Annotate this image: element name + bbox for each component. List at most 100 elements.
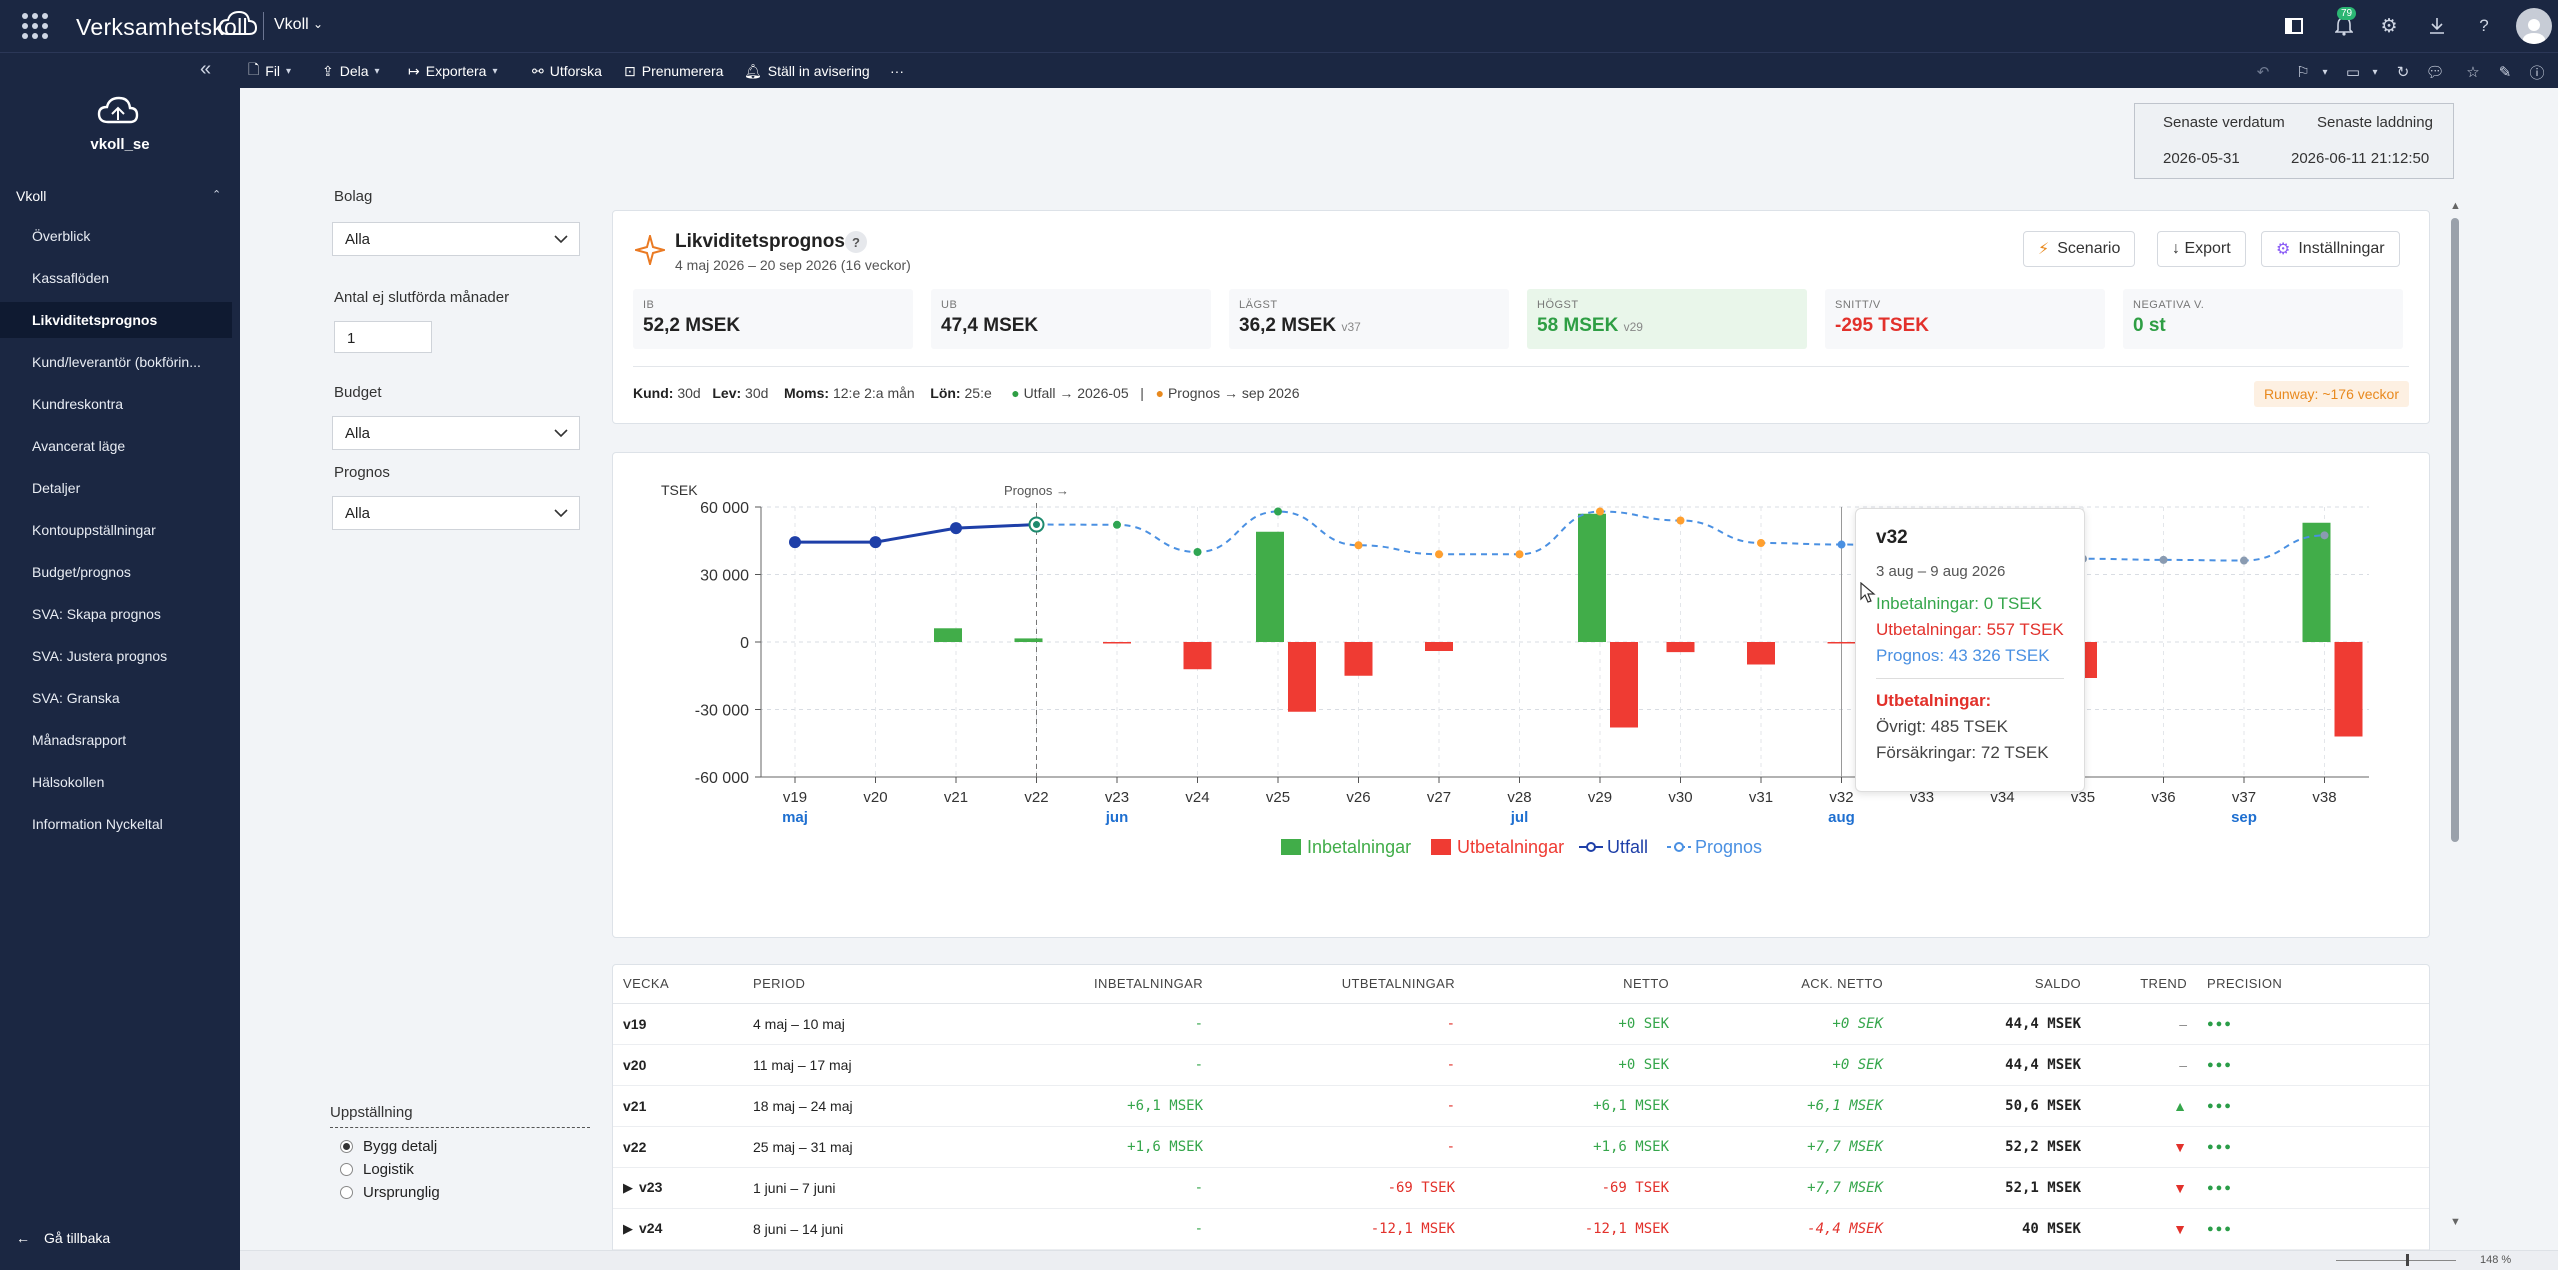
table-row[interactable]: ▶ v23 1 juni – 7 juni - -69 TSEK -69 TSEK +7,7… — [613, 1167, 2429, 1209]
sidebar-item-halsokollen[interactable]: Hälsokollen — [32, 774, 105, 790]
sidebar-item-budget-prognos[interactable]: Budget/prognos — [32, 564, 131, 580]
collapse-sidebar-icon[interactable]: « — [200, 58, 212, 80]
scrollbar[interactable]: ▲ ▼ — [2448, 200, 2462, 1230]
export-icon: ↦ — [408, 62, 420, 79]
col-period[interactable]: PERIOD — [743, 965, 973, 1004]
comment-icon[interactable]: 💬︎ — [2425, 64, 2445, 81]
table-row[interactable]: v21 18 maj – 24 maj +6,1 MSEK - +6,1 MSEK +6,… — [613, 1085, 2429, 1127]
chevron-down-icon: ▾ — [374, 65, 380, 77]
share-menu[interactable]: ⇪ Dela ▾ — [322, 62, 380, 80]
col-week[interactable]: VECKA — [613, 965, 743, 1004]
col-inflow[interactable]: INBETALNINGAR — [973, 965, 1213, 1004]
sidebar-item-sva-skapa[interactable]: SVA: Skapa prognos — [32, 606, 161, 622]
prognos-select[interactable]: Alla — [332, 496, 580, 530]
edit-icon[interactable]: ✎ — [2498, 64, 2512, 81]
zoom-slider[interactable] — [2336, 1253, 2456, 1267]
cell-inflow: - — [973, 1044, 1213, 1086]
info-icon[interactable]: ⓘ — [2529, 64, 2545, 82]
sidebar-item-information-nyckeltal[interactable]: Information Nyckeltal — [32, 816, 163, 832]
scroll-up-icon[interactable]: ▲ — [2450, 200, 2461, 212]
radio-bygg-detalj[interactable]: Bygg detalj — [340, 1138, 437, 1155]
help-icon[interactable]: ? — [845, 231, 867, 253]
download-icon[interactable] — [2423, 12, 2451, 40]
cell-period: 8 juni – 14 juni — [743, 1208, 973, 1250]
explore-button[interactable]: ⚯ Utforska — [532, 62, 602, 80]
export-menu[interactable]: ↦ Exportera ▾ — [408, 62, 498, 80]
file-menu[interactable]: 🗋 Fil ▾ — [248, 61, 291, 81]
cell-balance: 44,4 MSEK — [1893, 1044, 2091, 1086]
settings-button[interactable]: ⚙ Inställningar — [2261, 231, 2400, 267]
gear-icon[interactable]: ⚙ — [2380, 15, 2398, 37]
sidebar-item-manadsrapport[interactable]: Månadsrapport — [32, 732, 127, 748]
cell-outflow: -12,1 MSEK — [1213, 1208, 1465, 1250]
star-icon[interactable]: ☆ — [2466, 64, 2480, 81]
chevron-down-icon[interactable]: ⌄ — [313, 17, 324, 31]
undo-icon[interactable]: ↶ — [2256, 64, 2270, 81]
more-options-button[interactable]: ··· — [890, 63, 904, 79]
cell-net: +0 SEK — [1465, 1044, 1679, 1086]
table-row[interactable]: v20 11 maj – 17 maj - - +0 SEK +0 SEK 44,4 MSE… — [613, 1044, 2429, 1086]
chevron-down-icon[interactable]: ▾ — [2372, 66, 2378, 78]
view-icon[interactable]: ▭ — [2345, 64, 2361, 81]
col-outflow[interactable]: UTBETALNINGAR — [1213, 965, 1465, 1004]
col-precision[interactable]: PRECISION — [2197, 965, 2429, 1004]
subscribe-button[interactable]: ⊡ Prenumerera — [624, 62, 724, 80]
radio-logistik[interactable]: Logistik — [340, 1161, 414, 1178]
app-launcher-icon[interactable] — [22, 13, 48, 39]
legend-label: Inbetalningar — [1307, 837, 1411, 857]
scenario-button[interactable]: ⚡︎ Scenario — [2023, 231, 2136, 267]
sidebar-item-overblick[interactable]: Överblick — [32, 228, 91, 244]
sidebar-item-sva-justera[interactable]: SVA: Justera prognos — [32, 648, 168, 664]
set-alert-button[interactable]: 🔔︎ Ställ in avisering — [744, 62, 870, 80]
table-row[interactable]: ▶ v24 8 juni – 14 juni - -12,1 MSEK -12,1 MSE… — [613, 1208, 2429, 1250]
expand-row-icon[interactable]: ▶ — [623, 1180, 633, 1195]
budget-select[interactable]: Alla — [332, 416, 580, 450]
sidebar-item-kassafloden[interactable]: Kassaflöden — [32, 270, 110, 286]
y-tick-label: -60 000 — [695, 770, 749, 787]
gear-icon: ⚙ — [2276, 241, 2291, 258]
sidebar-item-kontouppstallningar[interactable]: Kontouppställningar — [32, 522, 156, 538]
table-row[interactable]: v19 4 maj – 10 maj - - +0 SEK +0 SEK 44,4 MSEK… — [613, 1003, 2429, 1045]
scroll-down-icon[interactable]: ▼ — [2450, 1216, 2461, 1228]
x-tick-label: v23 — [1105, 789, 1129, 806]
x-tick-label: v34 — [1990, 789, 2014, 806]
back-button[interactable]: ← Gå tillbaka — [16, 1230, 111, 1246]
col-net[interactable]: NETTO — [1465, 965, 1679, 1004]
x-tick-label: v22 — [1024, 789, 1048, 806]
panel-toggle-icon[interactable] — [2280, 12, 2308, 40]
scrollbar-thumb[interactable] — [2451, 218, 2459, 842]
expand-row-icon[interactable]: ▶ — [623, 1221, 633, 1236]
sidebar-item-avancerat-lage[interactable]: Avancerat läge — [32, 438, 126, 454]
export-button[interactable]: ↓ Export — [2157, 231, 2246, 267]
months-input[interactable]: 1 — [334, 321, 432, 353]
sidebar-group-title[interactable]: Vkoll — [16, 188, 47, 204]
sidebar-item-kundreskontra[interactable]: Kundreskontra — [32, 396, 124, 412]
company-select[interactable]: Alla — [332, 222, 580, 256]
help-icon[interactable]: ? — [2479, 16, 2489, 35]
cell-net: -69 TSEK — [1465, 1167, 1679, 1209]
table-row[interactable]: v22 25 maj – 31 maj +1,6 MSEK - +1,6 MSEK +7,… — [613, 1126, 2429, 1168]
chevron-up-icon[interactable]: ⌃ — [212, 189, 222, 201]
arrow-left-icon: ← — [16, 1230, 30, 1246]
col-trend[interactable]: TREND — [2091, 965, 2197, 1004]
sidebar-item-likviditetsprognos[interactable]: Likviditetsprognos — [0, 302, 232, 338]
bookmark-icon[interactable]: ⚐ — [2296, 64, 2310, 81]
sidebar-item-kund-leverantor[interactable]: Kund/leverantör (bokförin... — [32, 354, 201, 370]
sidebar-item-detaljer[interactable]: Detaljer — [32, 480, 81, 496]
sidebar-item-sva-granska[interactable]: SVA: Granska — [32, 690, 120, 706]
explore-icon: ⚯ — [532, 62, 544, 79]
cell-precision: ●●● — [2197, 1044, 2429, 1086]
chevron-down-icon[interactable]: ▾ — [2322, 66, 2328, 78]
radio-ursprunglig[interactable]: Ursprunglig — [340, 1184, 440, 1201]
col-balance[interactable]: SALDO — [1893, 965, 2091, 1004]
cell-balance: 52,1 MSEK — [1893, 1167, 2091, 1209]
notification-badge: 79 — [2337, 7, 2357, 20]
avatar[interactable] — [2516, 8, 2552, 44]
cell-outflow: - — [1213, 1085, 1465, 1127]
last-period-label: Senaste verdatum — [2163, 114, 2285, 131]
refresh-icon[interactable]: ↻ — [2396, 64, 2410, 81]
lightning-icon: ⚡︎ — [2038, 241, 2050, 258]
col-acc-net[interactable]: ACK. NETTO — [1679, 965, 1893, 1004]
workspace-name[interactable]: Vkoll — [274, 16, 309, 33]
